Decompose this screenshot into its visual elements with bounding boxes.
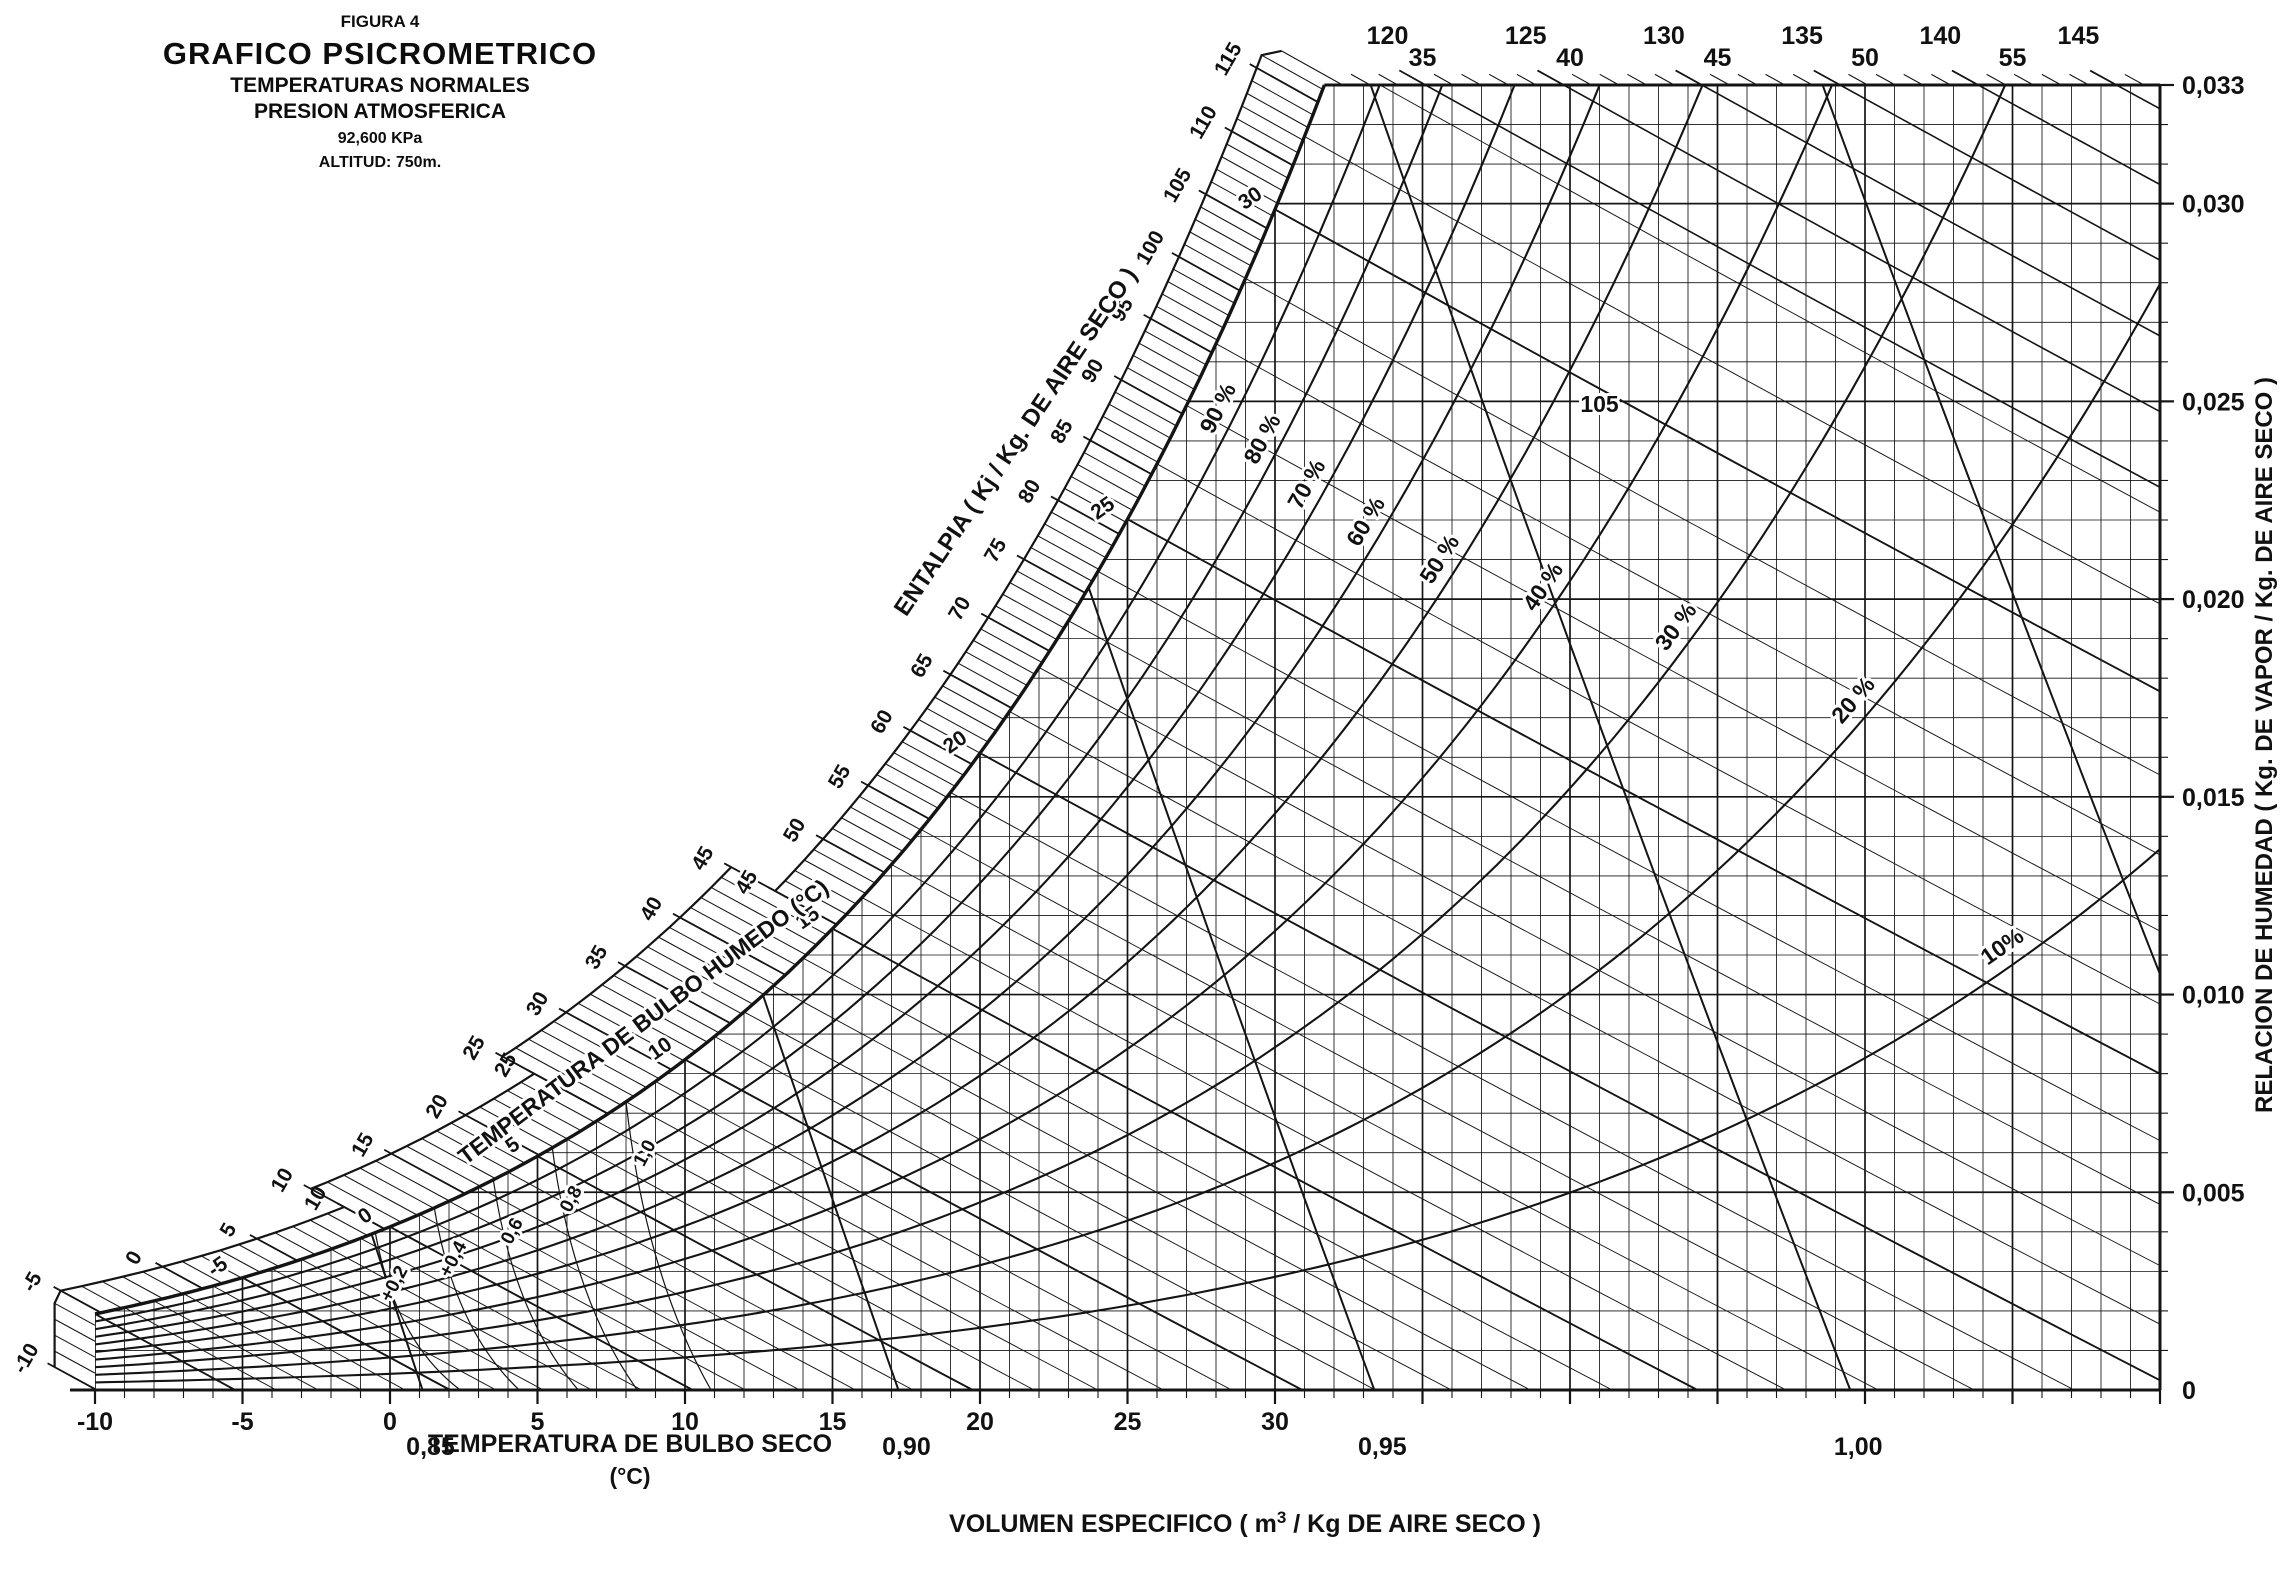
enthalpy-scale-label: 75 xyxy=(980,534,1012,566)
wet-bulb-label: 10 xyxy=(644,1033,676,1065)
rh-label: 20 % xyxy=(1826,671,1880,728)
enthalpy-scale-label: 35 xyxy=(581,941,613,973)
saturation-curve-and-frame xyxy=(70,83,2162,1392)
dry-bulb-top-label: 55 xyxy=(1999,44,2027,72)
enthalpy-scale: -10-505101015202525303540454550556065707… xyxy=(6,19,2145,1390)
humidity-tick-label: 0,025 xyxy=(2182,388,2245,416)
specific-volume-label: 1,00 xyxy=(1834,1433,1883,1461)
specific-volume-label: 0,95 xyxy=(1358,1433,1407,1461)
rh-label: 10% xyxy=(1976,922,2029,970)
enthalpy-scale-label: -5 xyxy=(18,1268,47,1296)
enthalpy-scale-label: 115 xyxy=(1210,38,1247,79)
rh-label: 60 % xyxy=(1341,492,1390,550)
enthalpy-scale-label: 10 xyxy=(266,1164,298,1196)
rh-label: 70 % xyxy=(1282,455,1330,513)
enthalpy-scale-label: 0 xyxy=(121,1247,147,1269)
relative-humidity-curves xyxy=(95,85,2160,1384)
humidity-tick-label: 0,015 xyxy=(2182,784,2245,812)
dry-bulb-tick-label: 5 xyxy=(531,1408,545,1436)
humidity-axis-title: RELACION DE HUMEDAD ( Kg. DE VAPOR / Kg.… xyxy=(2251,377,2278,1113)
rh-label: 90 % xyxy=(1194,379,1241,438)
enthalpy-top-label: 140 xyxy=(1919,22,1961,50)
enthalpy-deviation-label: +0,4 xyxy=(435,1237,471,1280)
dry-bulb-tick-label: 10 xyxy=(671,1408,699,1436)
enthalpy-top-label: 120 xyxy=(1367,22,1409,50)
dry-bulb-tick-label: 0 xyxy=(383,1408,397,1436)
enthalpy-scale-label: 30 xyxy=(522,988,554,1020)
enthalpy-deviation-label: 0,8 xyxy=(556,1183,587,1216)
dry-bulb-top-label: 45 xyxy=(1704,44,1732,72)
enthalpy-scale-label: 85 xyxy=(1046,416,1078,448)
enthalpy-scale-label: 20 xyxy=(421,1091,453,1123)
dry-bulb-top-label: 50 xyxy=(1851,44,1879,72)
dry-bulb-tick-label: 20 xyxy=(966,1408,994,1436)
wet-bulb-label: -5 xyxy=(203,1252,232,1282)
humidity-tick-label: 0,010 xyxy=(2182,982,2245,1010)
enthalpy-top-label: 130 xyxy=(1643,22,1685,50)
saturation-curve xyxy=(94,84,1326,1316)
enthalpy-scale-label: 110 xyxy=(1185,102,1222,143)
rh-label: 40 % xyxy=(1517,557,1568,615)
dry-bulb-top-label: 35 xyxy=(1409,44,1437,72)
dry-bulb-tick-label: 25 xyxy=(1114,1408,1142,1436)
specific-volume-axis-title: VOLUMEN ESPECIFICO ( m3 / Kg DE AIRE SEC… xyxy=(949,1508,1541,1538)
enthalpy-scale-label: 45 xyxy=(687,842,719,874)
enthalpy-scale-label: 65 xyxy=(906,650,938,682)
dry-bulb-tick-label: -10 xyxy=(77,1408,113,1436)
humidity-tick-label: 0,030 xyxy=(2182,191,2245,219)
enthalpy-scale-label: 25 xyxy=(458,1032,490,1064)
enthalpy-scale-label: 55 xyxy=(824,761,856,793)
enthalpy-scale-label: 50 xyxy=(779,814,811,846)
dry-bulb-tick-label: -5 xyxy=(231,1408,253,1436)
humidity-tick-label: 0,005 xyxy=(2182,1179,2245,1207)
dry-bulb-axis-title: TEMPERATURA DE BULBO SECO xyxy=(428,1430,832,1458)
enthalpy-top-label: 125 xyxy=(1505,22,1547,50)
enthalpy-scale-label: 80 xyxy=(1014,476,1046,508)
axis-ticks: -10 -5 0 5 10 15 20 25 3000,0050,0100,0150,0200,… xyxy=(77,41,2245,1436)
enthalpy-deviation-label: +0,2 xyxy=(376,1263,412,1306)
humidity-tick-label: 0,020 xyxy=(2182,586,2245,614)
enthalpy-scale-label: 70 xyxy=(944,593,976,625)
humidity-tick-label: 0,033 xyxy=(2182,72,2245,100)
dry-bulb-tick-label: 15 xyxy=(819,1408,847,1436)
dry-bulb-tick-label: 30 xyxy=(1261,1408,1289,1436)
rh-label: 30 % xyxy=(1650,598,1702,656)
enthalpy-inline-label: 105 xyxy=(1580,391,1619,417)
enthalpy-scale-label: -10 xyxy=(9,1340,44,1378)
dry-bulb-axis-unit: (°C) xyxy=(609,1463,650,1489)
dry-bulb-top-label: 40 xyxy=(1556,44,1584,72)
humidity-tick-label: 0 xyxy=(2182,1377,2196,1405)
enthalpy-scale-label: 15 xyxy=(347,1129,379,1161)
enthalpy-top-label: 145 xyxy=(2058,22,2100,50)
enthalpy-axis-title: ENTALPIA ( Kj / Kg. DE AIRE SECO ) xyxy=(889,263,1143,621)
specific-volume-label: 0,90 xyxy=(882,1433,931,1461)
specific-volume-label: 0,85 xyxy=(406,1433,455,1461)
enthalpy-scale-label: 105 xyxy=(1159,164,1197,206)
enthalpy-scale-label: 40 xyxy=(636,893,668,925)
enthalpy-scale-label: 5 xyxy=(216,1219,242,1241)
enthalpy-scale-label: 100 xyxy=(1132,227,1169,269)
enthalpy-scale-label: 45 xyxy=(731,866,763,898)
enthalpy-scale-label: 60 xyxy=(866,706,898,738)
wet-bulb-label: 20 xyxy=(939,726,971,758)
enthalpy-top-label: 135 xyxy=(1781,22,1823,50)
